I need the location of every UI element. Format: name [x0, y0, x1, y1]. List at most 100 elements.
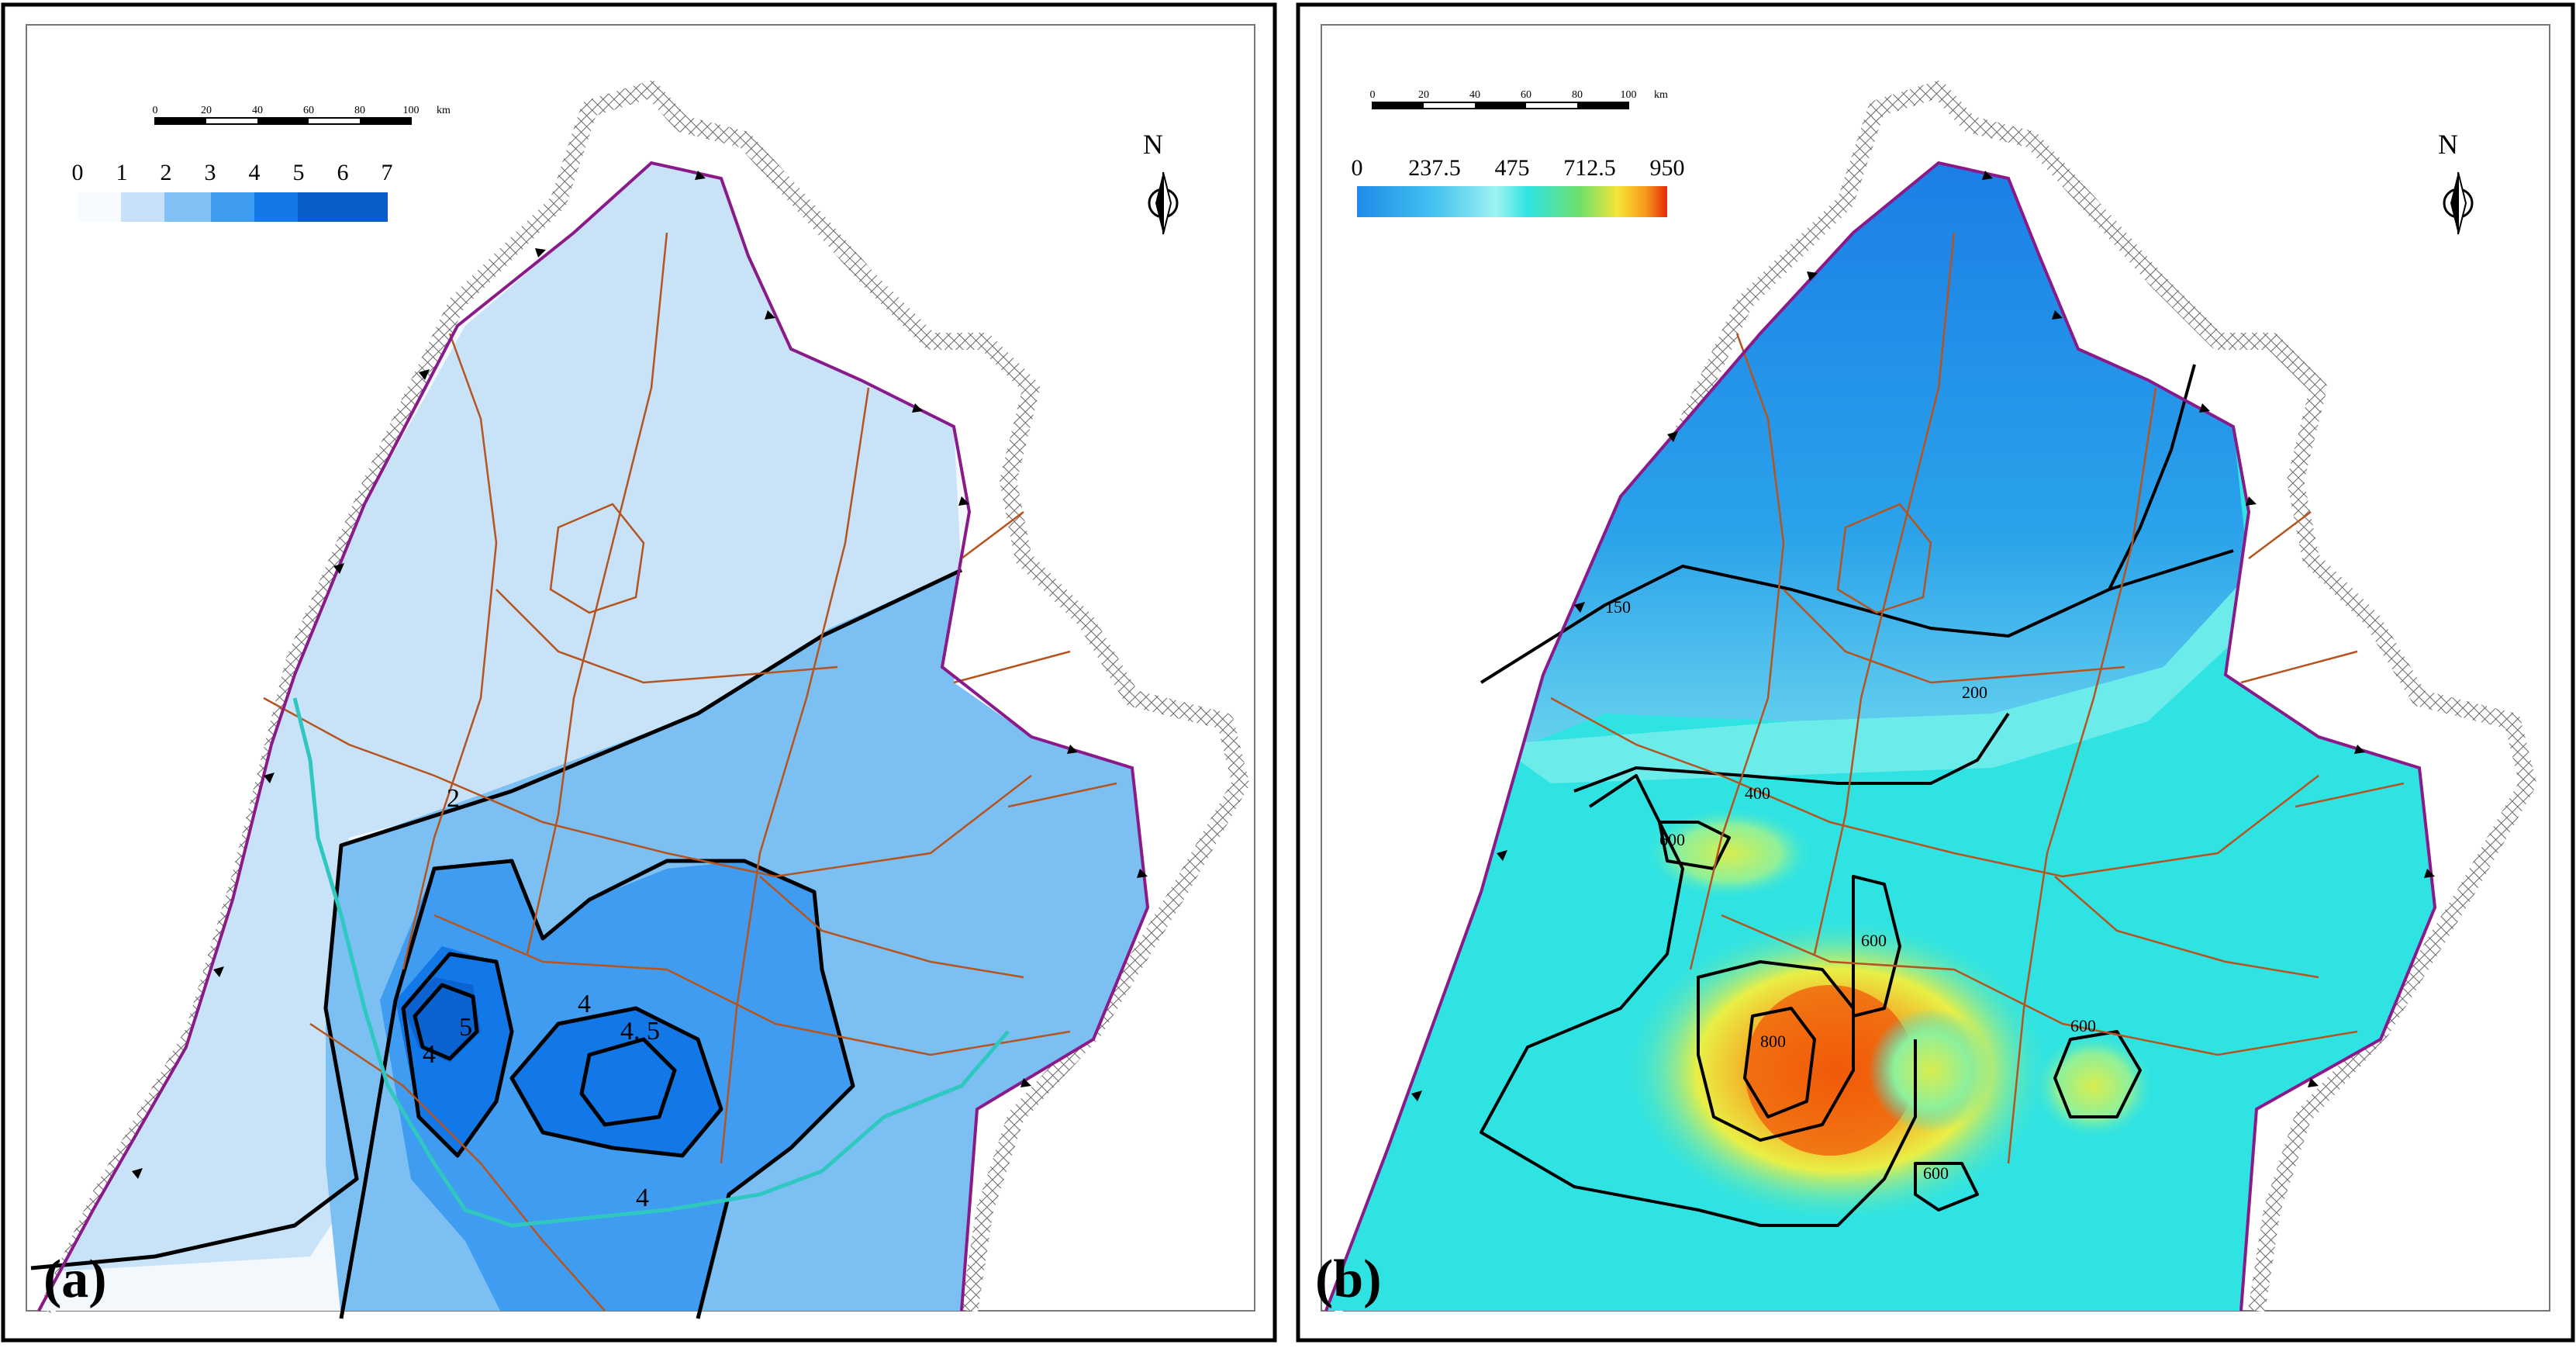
legend: 0 237.5 475 712.5 950	[1352, 155, 1685, 217]
scale-tick: 60	[303, 105, 314, 116]
thrust-tick	[535, 248, 546, 258]
contour-label: 4	[636, 1184, 649, 1212]
scale-tick: 0	[153, 105, 158, 116]
contour-150b	[2108, 364, 2196, 590]
outer-boundary-band	[39, 81, 1249, 1315]
basin-boundary	[1324, 161, 2437, 1312]
field-north-low	[1450, 163, 2249, 776]
thrust-tick	[419, 369, 430, 380]
contour-label: 800	[1760, 1032, 1786, 1051]
contour-150	[1480, 549, 2234, 684]
contour-3	[339, 859, 855, 1319]
thrust-tick	[1667, 431, 1678, 442]
fault-8	[1721, 914, 2358, 1056]
map-panel-b: 150 200 400 600 600 600 600 800 0 20 40 …	[1296, 2, 2575, 1343]
north-arrow: N	[2438, 129, 2474, 235]
thrust-tick	[1137, 869, 1148, 878]
scale-tick: 100	[403, 105, 420, 116]
thrust-tick	[2308, 1078, 2319, 1087]
thrust-tick	[1020, 1078, 1031, 1087]
fault-10	[759, 876, 1024, 979]
scale-tick: 80	[1572, 89, 1583, 101]
thrust-tick	[264, 773, 275, 783]
thrust-tick	[1982, 171, 1993, 180]
field-hotspot-core	[1745, 985, 1915, 1156]
contour-label: 4	[423, 1040, 436, 1069]
contour-600-d	[1914, 1162, 1979, 1211]
field-hotspot-se	[2032, 1032, 2156, 1140]
contour-4-5	[509, 1006, 723, 1158]
fault-1	[402, 333, 498, 970]
thrust-tick	[1807, 271, 1818, 281]
contour-label: 4. 5	[620, 1017, 660, 1046]
contour-label: 200	[1962, 683, 1987, 702]
fault-5	[1836, 503, 1932, 614]
thrust-tick	[1411, 1090, 1422, 1101]
fault-5	[549, 503, 645, 614]
scale-bar: 0 20 40 60 80 100 km	[153, 105, 451, 125]
legend-tick: 3	[205, 160, 216, 185]
legend-tick: 4	[249, 160, 261, 185]
legend-tick: 7	[382, 160, 393, 185]
scale-tick: 40	[252, 105, 263, 116]
field-hotspot-east	[1869, 1008, 1993, 1132]
panel-label: (a)	[43, 1249, 107, 1309]
fault-6	[1783, 589, 2125, 684]
contour-800	[1743, 1007, 1816, 1118]
legend-tick: 712.5	[1563, 155, 1616, 181]
frame-outer	[1296, 2, 2575, 1343]
contour-label: 2	[447, 784, 460, 813]
thrust-tick	[132, 1168, 143, 1179]
thrust-tick	[1067, 745, 1078, 754]
frame-outer	[1, 2, 1277, 1343]
thrust-tick	[2052, 310, 2063, 320]
basin-boundary	[37, 161, 1150, 1312]
scale-tick: 40	[1469, 89, 1480, 101]
thrust-tick	[2424, 869, 2435, 878]
contour-label: 600	[1659, 830, 1685, 849]
contour-4	[401, 952, 514, 1158]
fault-8	[433, 914, 1071, 1056]
fault-9	[2054, 876, 2319, 979]
scale-tick: 0	[1370, 89, 1376, 101]
thrust-tick	[695, 171, 706, 180]
thrust-tick	[765, 310, 775, 320]
fault-1	[1689, 333, 1785, 970]
legend-tick: 6	[337, 160, 349, 185]
scale-bar: 0 20 40 60 80 100 km	[1370, 89, 1668, 109]
legend-tick: 2	[161, 160, 172, 185]
legend-tick: 950	[1650, 155, 1685, 181]
legend-tick: 237.5	[1408, 155, 1461, 181]
contour-label: 5	[459, 1013, 472, 1042]
contour-label: 4	[578, 990, 591, 1018]
contour-600-c	[2053, 1030, 2142, 1118]
scale-tick: 80	[354, 105, 365, 116]
contour-4-5-inner	[579, 1037, 677, 1127]
fault-7	[2240, 511, 2405, 808]
contour-label: 150	[1605, 597, 1631, 617]
thrust-tick	[958, 496, 969, 506]
north-arrow: N	[1143, 129, 1179, 235]
fault-2	[526, 232, 668, 955]
map-panel-a: 2 4 4. 5 4 5 4 0 20 40 60 80 100 km 0 1 …	[1, 2, 1277, 1343]
scale-tick: 100	[1621, 89, 1637, 101]
fault-9	[309, 1022, 606, 1312]
field-pale-band	[1497, 574, 2257, 783]
fault-6	[496, 589, 838, 684]
thrust-tick	[333, 563, 344, 574]
scale-tick: 20	[1418, 89, 1429, 101]
thrust-tick	[2199, 403, 2210, 413]
north-label: N	[1143, 129, 1163, 160]
thrust-tick	[2246, 496, 2257, 506]
scale-unit: km	[437, 105, 451, 116]
legend-tick: 1	[116, 160, 128, 185]
field-hotspot-nw	[1644, 807, 1815, 900]
contour-2	[30, 568, 963, 1270]
contour-600-a	[1697, 960, 1855, 1142]
zone-4-5b	[512, 1008, 721, 1156]
scale-tick: 60	[1521, 89, 1531, 101]
river	[292, 697, 1010, 1228]
fault-7	[953, 511, 1117, 808]
panel-label: (b)	[1315, 1249, 1382, 1309]
scale-unit: km	[1654, 89, 1668, 101]
